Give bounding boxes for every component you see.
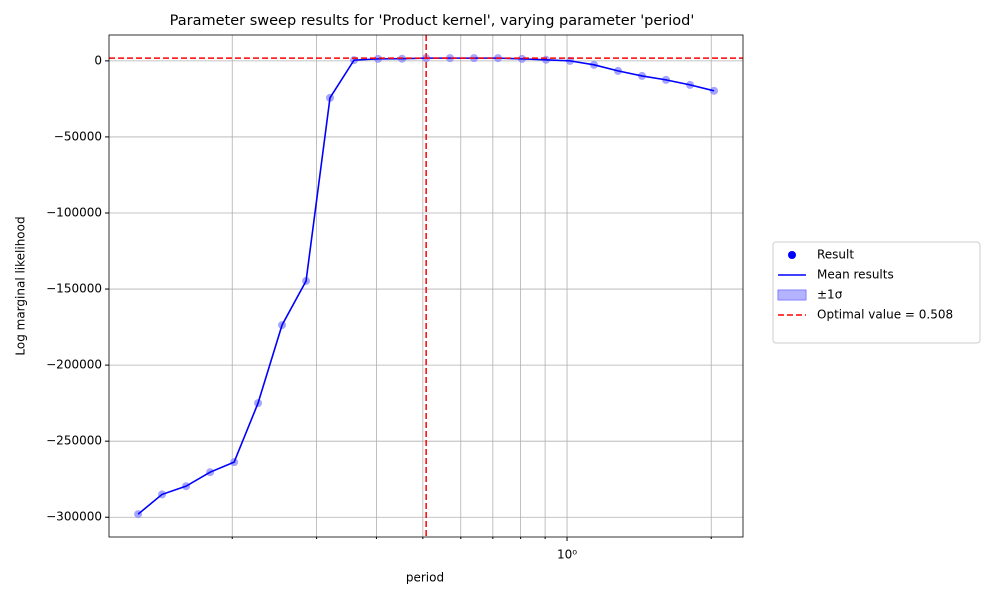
- y-tick-label: −250000: [46, 434, 102, 448]
- x-axis-label: period: [406, 571, 444, 585]
- legend-label: Result: [817, 248, 854, 262]
- chart-title: Parameter sweep results for 'Product ker…: [170, 13, 695, 29]
- y-tick-label: −100000: [46, 205, 102, 219]
- legend-label: Optimal value = 0.508: [817, 308, 953, 322]
- plot-frame: [108, 34, 744, 538]
- legend-label: Mean results: [817, 268, 894, 282]
- legend-marker: [788, 251, 796, 259]
- x-tick-label: 10⁰: [557, 548, 577, 562]
- legend-frame: [772, 241, 981, 344]
- legend: Result Mean results ±1σ Optimal value = 0.5…: [772, 241, 981, 344]
- y-axis-label: Log marginal likelihood: [14, 216, 28, 355]
- y-tick-label: −300000: [46, 510, 102, 524]
- y-tick-label: −200000: [46, 358, 102, 372]
- y-tick-label: −50000: [54, 129, 102, 143]
- legend-patch: [777, 289, 807, 301]
- y-tick-label: −150000: [46, 282, 102, 296]
- y-tick-label: 0: [94, 53, 102, 67]
- legend-label: ±1σ: [817, 288, 843, 302]
